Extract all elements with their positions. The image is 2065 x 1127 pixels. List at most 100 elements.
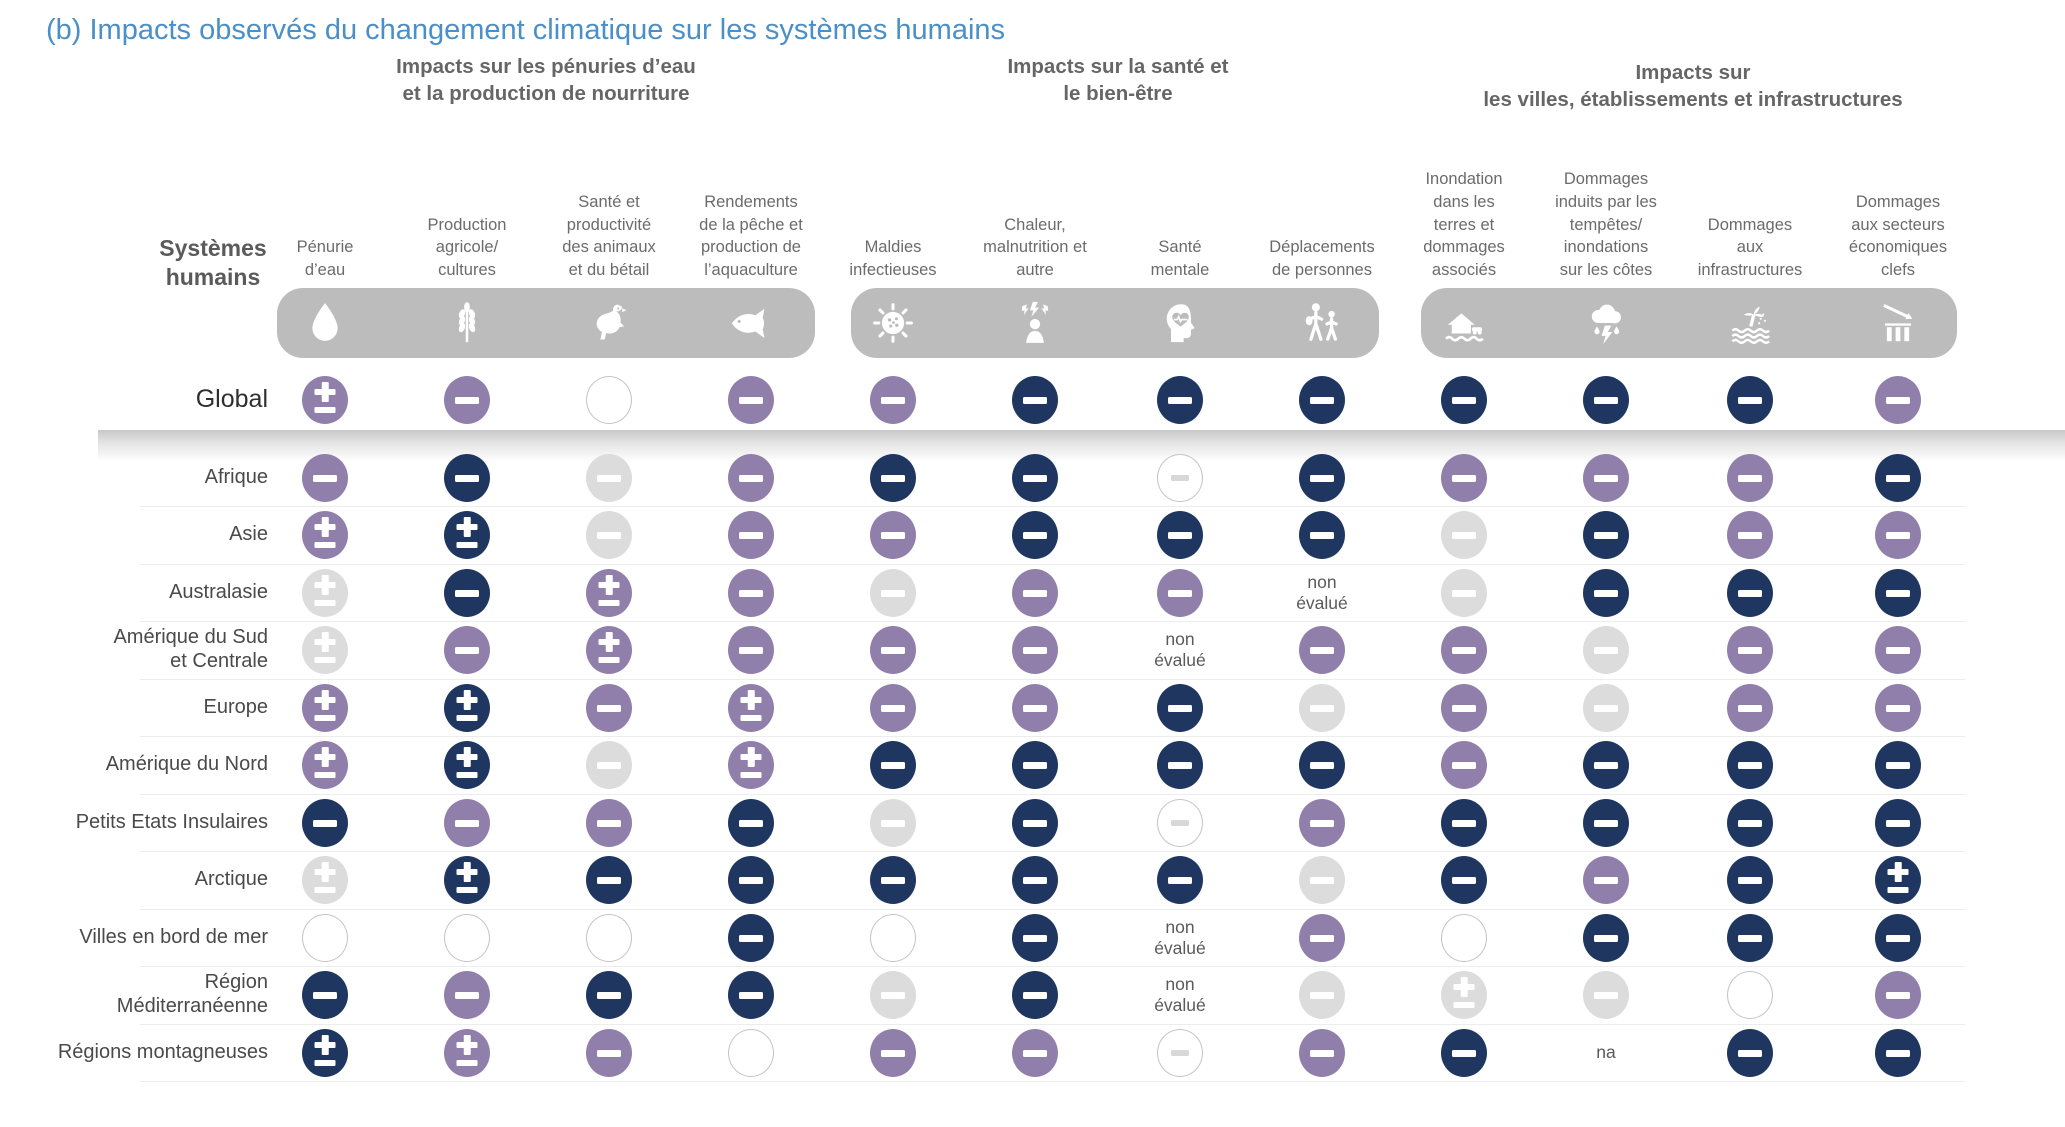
mental-health-icon [1157,300,1203,346]
impact-cell [586,626,632,674]
minus-symbol [1023,704,1047,712]
plusminus-symbol [463,1034,471,1055]
impact-cell [1727,626,1773,674]
minus-symbol [1452,531,1476,539]
minus-symbol [881,589,905,597]
minus-symbol [881,991,905,999]
impact-cell [586,569,632,617]
cell-note: non évalué [1154,973,1206,1015]
cell-note: non évalué [1154,628,1206,670]
impact-cell [1012,684,1058,732]
impact-cell [1727,741,1773,789]
minus-symbol [1310,474,1334,482]
coastal-flood-icon [1727,300,1773,346]
impact-cell [444,799,490,847]
minus-symbol [455,589,479,597]
row-label-region: Régions montagneuses [57,1041,268,1064]
impact-cell [870,511,916,559]
minus-symbol [1452,819,1476,827]
minus-symbol [1594,531,1618,539]
impact-cell [302,626,348,674]
row-label-region: Amérique du Sud et Centrale [113,626,268,672]
impact-cell [870,799,916,847]
impact-cell [302,376,348,424]
impact-cell [728,569,774,617]
plusminus-symbol [314,406,336,413]
impact-cell [1727,914,1773,962]
impact-cell [1583,569,1629,617]
plusminus-symbol [605,574,613,595]
impact-cell [870,914,916,962]
impact-cell [870,569,916,617]
minus-symbol [739,474,763,482]
minus-symbol [1886,1049,1910,1057]
column-header: Dommages aux infrastructures [1697,215,1803,280]
minus-symbol [1886,646,1910,654]
minus-symbol [1738,1049,1762,1057]
cell-note: non évalué [1296,571,1348,613]
impact-cell [1441,914,1487,962]
impact-cell [444,569,490,617]
impact-cell [1441,856,1487,904]
impact-cell [1012,971,1058,1019]
impact-cell [586,971,632,1019]
impact-cell [444,454,490,502]
page-title: (b) Impacts observés du changement clima… [46,14,1006,46]
impact-cell [1012,856,1058,904]
impact-cell [870,1029,916,1077]
row-separator [140,794,1965,795]
plusminus-symbol [314,656,336,663]
impact-cell [586,741,632,789]
plusminus-symbol [605,631,613,652]
impact-cell [728,511,774,559]
impact-cell [1441,454,1487,502]
impact-cell [1157,856,1203,904]
impact-cell [1875,511,1921,559]
minus-symbol [1310,819,1334,827]
impact-cell [1727,799,1773,847]
minus-symbol [739,819,763,827]
impact-cell [1583,741,1629,789]
impact-cell [870,856,916,904]
column-header: Déplacements de personnes [1269,238,1375,280]
impact-cell [1583,511,1629,559]
minus-symbol [1023,761,1047,769]
minus-symbol [1310,934,1334,942]
minus-symbol [1171,1050,1189,1056]
impact-cell [1875,971,1921,1019]
icon-band [1421,288,1957,358]
impact-cell [870,741,916,789]
row-separator [140,909,1965,910]
plusminus-symbol [456,541,478,548]
impact-cell [728,856,774,904]
impact-cell [1583,799,1629,847]
impact-cell [1299,741,1345,789]
plusminus-symbol [314,714,336,721]
water-drop-icon [302,300,348,346]
impact-cell [444,971,490,1019]
minus-symbol [881,396,905,404]
minus-symbol [1886,819,1910,827]
minus-symbol [1738,474,1762,482]
minus-symbol [1452,761,1476,769]
row-separator [140,851,1965,852]
column-header: Dommages induits par les tempêtes/ inond… [1555,170,1657,280]
minus-symbol [1171,820,1189,826]
minus-symbol [1452,1049,1476,1057]
minus-symbol [1452,876,1476,884]
poultry-icon [586,300,632,346]
row-separator [140,506,1965,507]
impact-cell [728,741,774,789]
impact-cell [1875,454,1921,502]
minus-symbol [881,646,905,654]
impact-cell [1875,1029,1921,1077]
impact-cell [1441,376,1487,424]
impact-cell [1583,626,1629,674]
plusminus-symbol [598,656,620,663]
minus-symbol [1023,934,1047,942]
plusminus-symbol [1887,886,1909,893]
row-separator [140,736,1965,737]
minus-symbol [1594,474,1618,482]
impact-cell [1157,511,1203,559]
row-label-region: Région Méditerranéenne [116,971,268,1017]
